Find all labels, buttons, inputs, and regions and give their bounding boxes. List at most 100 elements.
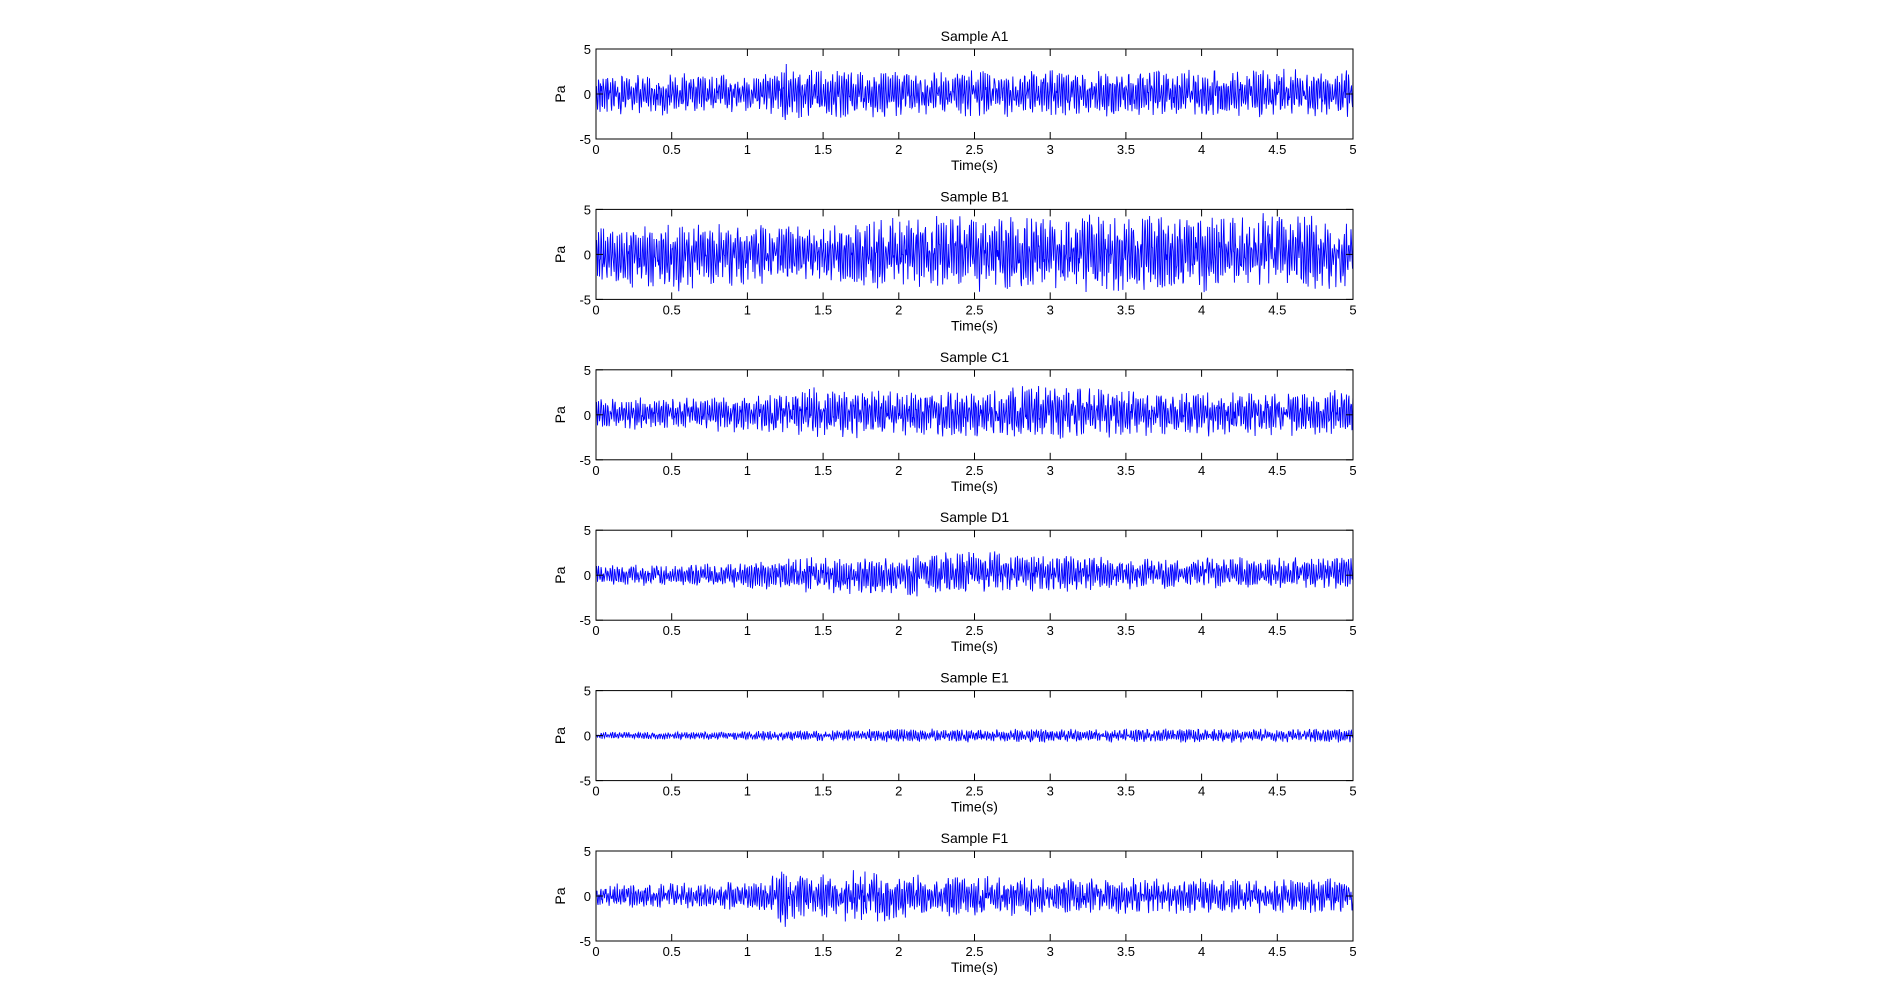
- y-axis-label: Pa: [552, 406, 568, 423]
- x-tick-label: 5: [1349, 302, 1356, 317]
- x-tick-label: 4: [1198, 944, 1205, 959]
- x-axis-label: Time(s): [951, 157, 998, 173]
- x-tick-label: 2.5: [965, 463, 983, 478]
- x-tick-label: 0.5: [663, 142, 681, 157]
- x-tick-label: 2.5: [965, 944, 983, 959]
- x-tick-label: 3: [1047, 302, 1054, 317]
- x-tick-label: 1: [744, 784, 751, 799]
- x-tick-label: 0.5: [663, 784, 681, 799]
- x-tick-label: 3: [1047, 623, 1054, 638]
- x-tick-label: 1.5: [814, 944, 832, 959]
- x-tick-label: 5: [1349, 944, 1356, 959]
- x-tick-label: 1: [744, 623, 751, 638]
- x-tick-label: 0.5: [663, 623, 681, 638]
- x-tick-label: 0: [592, 944, 599, 959]
- y-tick-label: 0: [584, 729, 591, 744]
- x-tick-label: 1: [744, 302, 751, 317]
- subplot-title: Sample E1: [940, 670, 1009, 686]
- y-tick-label: 0: [584, 889, 591, 904]
- x-tick-label: 3: [1047, 142, 1054, 157]
- y-tick-label: 5: [584, 202, 591, 217]
- x-tick-label: 5: [1349, 142, 1356, 157]
- x-tick-label: 0: [592, 623, 599, 638]
- x-axis-label: Time(s): [951, 317, 998, 333]
- x-tick-label: 2: [895, 623, 902, 638]
- x-axis-label: Time(s): [951, 638, 998, 654]
- x-tick-label: 2.5: [965, 302, 983, 317]
- x-tick-label: 2: [895, 142, 902, 157]
- subplot-title: Sample B1: [940, 188, 1009, 204]
- y-axis-label: Pa: [552, 566, 568, 583]
- x-tick-label: 1.5: [814, 784, 832, 799]
- x-tick-label: 5: [1349, 784, 1356, 799]
- x-tick-label: 5: [1349, 623, 1356, 638]
- x-tick-label: 0: [592, 463, 599, 478]
- x-tick-label: 4: [1198, 623, 1205, 638]
- y-tick-label: -5: [579, 132, 591, 147]
- y-tick-label: 5: [584, 42, 591, 57]
- y-tick-label: 0: [584, 568, 591, 583]
- y-tick-label: 5: [584, 523, 591, 538]
- x-tick-label: 0: [592, 784, 599, 799]
- x-tick-label: 3.5: [1117, 302, 1135, 317]
- x-tick-label: 3: [1047, 944, 1054, 959]
- x-tick-label: 1.5: [814, 302, 832, 317]
- y-tick-label: 5: [584, 363, 591, 378]
- x-tick-label: 2: [895, 463, 902, 478]
- x-tick-label: 4.5: [1268, 623, 1286, 638]
- x-axis-label: Time(s): [951, 799, 998, 815]
- signal-trace: [595, 386, 1354, 439]
- x-tick-label: 0: [592, 302, 599, 317]
- x-tick-label: 4.5: [1268, 463, 1286, 478]
- y-tick-label: -5: [579, 453, 591, 468]
- y-tick-label: 5: [584, 844, 591, 859]
- x-tick-label: 0.5: [663, 944, 681, 959]
- signal-trace: [595, 213, 1354, 293]
- x-tick-label: 3: [1047, 784, 1054, 799]
- y-axis-label: Pa: [552, 727, 568, 744]
- x-tick-label: 5: [1349, 463, 1356, 478]
- signal-trace: [595, 870, 1354, 927]
- y-tick-label: -5: [579, 613, 591, 628]
- signal-trace: [595, 728, 1354, 744]
- x-axis-label: Time(s): [951, 478, 998, 494]
- x-tick-label: 1.5: [814, 142, 832, 157]
- y-tick-label: 0: [584, 408, 591, 423]
- x-tick-label: 0.5: [663, 463, 681, 478]
- x-tick-label: 4: [1198, 142, 1205, 157]
- x-tick-label: 3.5: [1117, 142, 1135, 157]
- y-tick-label: 0: [584, 247, 591, 262]
- x-tick-label: 0.5: [663, 302, 681, 317]
- subplot-title: Sample F1: [941, 830, 1009, 846]
- x-tick-label: 4.5: [1268, 784, 1286, 799]
- x-tick-label: 1.5: [814, 463, 832, 478]
- x-tick-label: 3.5: [1117, 623, 1135, 638]
- x-tick-label: 1.5: [814, 623, 832, 638]
- signal-trace: [595, 64, 1354, 121]
- x-tick-label: 1: [744, 944, 751, 959]
- x-tick-label: 4: [1198, 463, 1205, 478]
- x-tick-label: 4: [1198, 784, 1205, 799]
- subplot-title: Sample D1: [940, 509, 1009, 525]
- y-tick-label: 5: [584, 684, 591, 699]
- x-tick-label: 4.5: [1268, 302, 1286, 317]
- y-tick-label: -5: [579, 774, 591, 789]
- x-tick-label: 2: [895, 944, 902, 959]
- x-tick-label: 4: [1198, 302, 1205, 317]
- x-tick-label: 2.5: [965, 142, 983, 157]
- x-axis-label: Time(s): [951, 959, 998, 975]
- x-tick-label: 3: [1047, 463, 1054, 478]
- x-tick-label: 2: [895, 784, 902, 799]
- x-tick-label: 4.5: [1268, 142, 1286, 157]
- y-tick-label: 0: [584, 87, 591, 102]
- x-tick-label: 4.5: [1268, 944, 1286, 959]
- x-tick-label: 2.5: [965, 623, 983, 638]
- x-tick-label: 3.5: [1117, 944, 1135, 959]
- x-tick-label: 1: [744, 142, 751, 157]
